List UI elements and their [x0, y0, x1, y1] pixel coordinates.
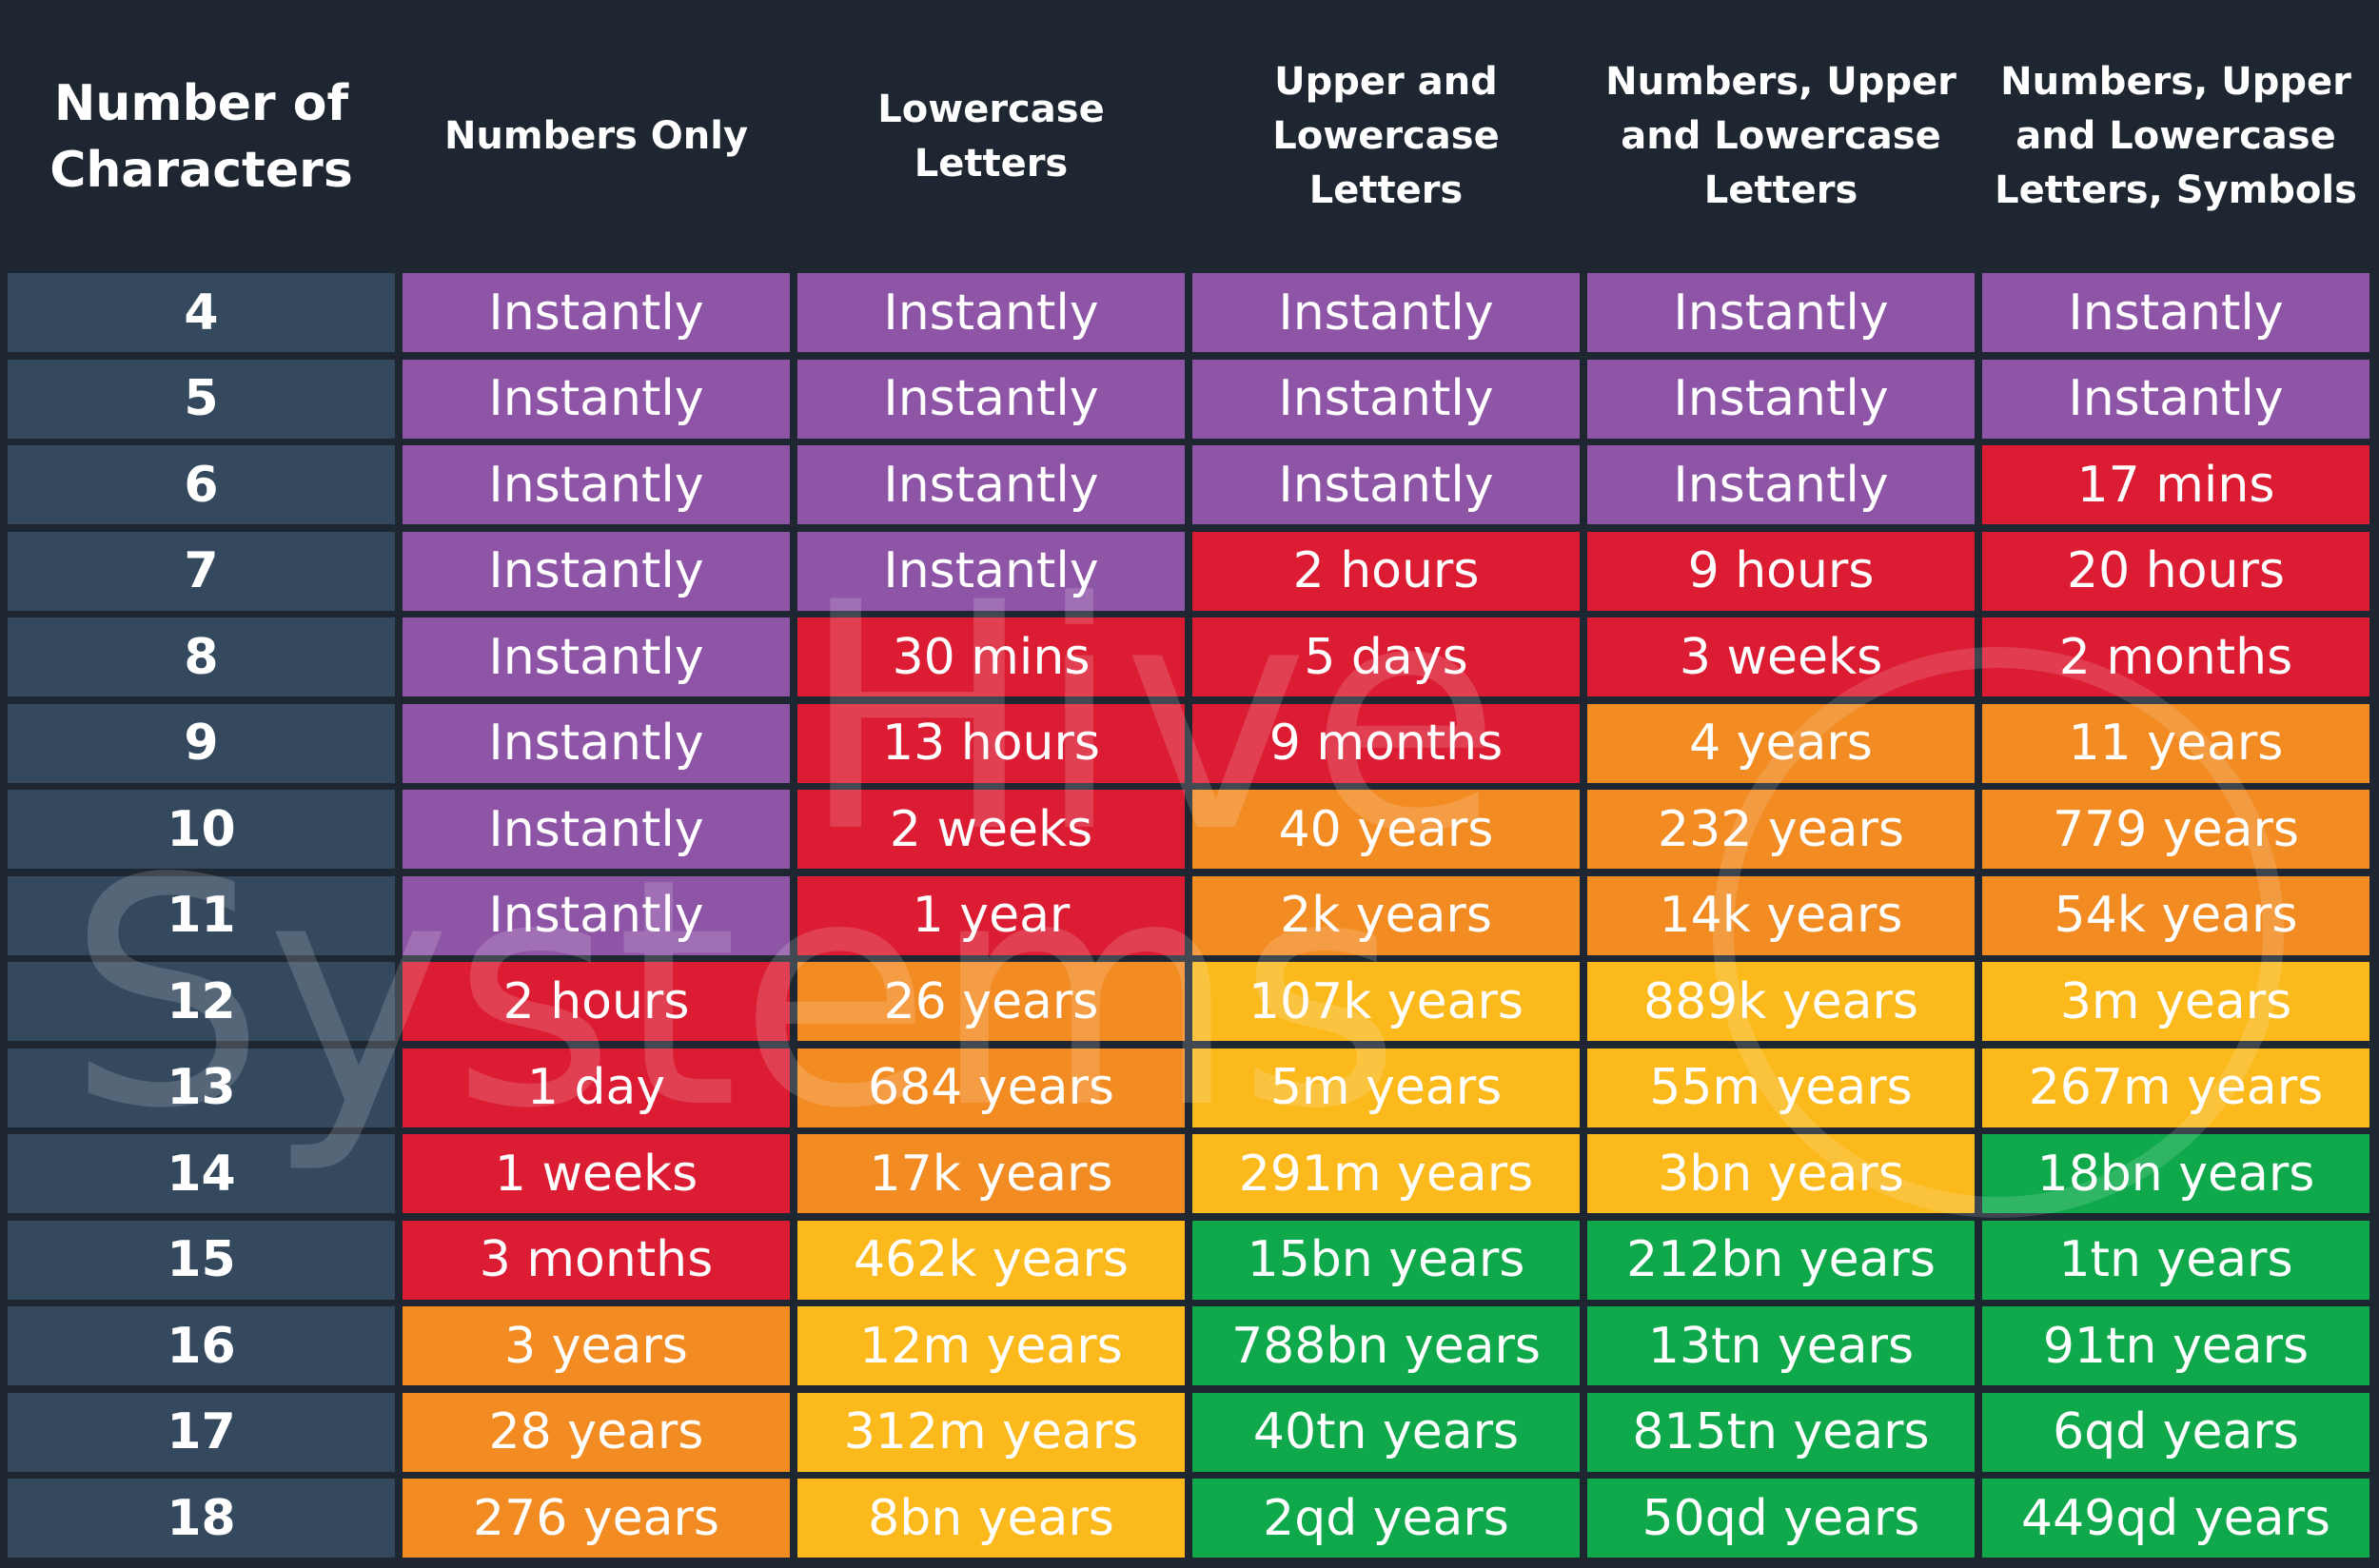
time-cell: 12m years [797, 1306, 1185, 1385]
time-cell: 8bn years [797, 1479, 1185, 1558]
row-label: 6 [8, 445, 395, 524]
time-cell: 20 hours [1982, 531, 2369, 611]
time-cell: 815tn years [1587, 1392, 1975, 1472]
column-header: Numbers, Upper and Lowercase Letters [1605, 60, 1956, 212]
time-cell: 15bn years [1192, 1220, 1580, 1300]
time-cell: 2qd years [1192, 1479, 1580, 1558]
watermark-logo [1713, 647, 2284, 1218]
time-cell: 17 mins [1982, 445, 2369, 524]
time-cell: 462k years [797, 1220, 1185, 1300]
time-cell: Instantly [403, 359, 790, 439]
time-cell: 9 hours [1587, 531, 1975, 611]
time-cell: 91tn years [1982, 1306, 2369, 1385]
time-cell: 1 day [403, 1048, 790, 1127]
time-cell: 17k years [797, 1134, 1185, 1213]
time-cell: 13 hours [797, 703, 1185, 783]
time-cell: 3 months [403, 1220, 790, 1300]
time-cell: 28 years [403, 1392, 790, 1472]
row-label: 4 [8, 273, 395, 352]
row-label: 16 [8, 1306, 395, 1385]
row-label: 5 [8, 359, 395, 439]
time-cell: Instantly [797, 445, 1185, 524]
row-label: 17 [8, 1392, 395, 1472]
time-cell: 1 weeks [403, 1134, 790, 1213]
time-cell: 30 mins [797, 617, 1185, 696]
time-cell: 449qd years [1982, 1479, 2369, 1558]
time-cell: 26 years [797, 962, 1185, 1041]
time-cell: Instantly [403, 617, 790, 696]
time-cell: Instantly [797, 273, 1185, 352]
time-cell: 9 months [1192, 703, 1580, 783]
time-cell: 2 hours [403, 962, 790, 1041]
time-cell: 50qd years [1587, 1479, 1975, 1558]
time-cell: 312m years [797, 1392, 1185, 1472]
time-cell: Instantly [1587, 273, 1975, 352]
time-cell: 684 years [797, 1048, 1185, 1127]
time-cell: Instantly [403, 531, 790, 611]
row-label: 14 [8, 1134, 395, 1213]
time-cell: Instantly [797, 531, 1185, 611]
row-label: 11 [8, 875, 395, 955]
time-cell: 3 years [403, 1306, 790, 1385]
row-label: 13 [8, 1048, 395, 1127]
time-cell: 2k years [1192, 875, 1580, 955]
time-cell: Instantly [1587, 445, 1975, 524]
column-header: Lowercase Letters [877, 87, 1105, 186]
time-cell: 6qd years [1982, 1392, 2369, 1472]
time-cell: Instantly [797, 359, 1185, 439]
time-cell: Instantly [1982, 359, 2369, 439]
time-cell: 788bn years [1192, 1306, 1580, 1385]
time-cell: Instantly [1587, 359, 1975, 439]
time-cell: Instantly [1192, 273, 1580, 352]
time-cell: 291m years [1192, 1134, 1580, 1213]
time-cell: 212bn years [1587, 1220, 1975, 1300]
time-cell: 1tn years [1982, 1220, 2369, 1300]
row-label: 15 [8, 1220, 395, 1300]
time-cell: 5m years [1192, 1048, 1580, 1127]
row-label: 12 [8, 962, 395, 1041]
time-cell: Instantly [403, 445, 790, 524]
time-cell: 40tn years [1192, 1392, 1580, 1472]
time-cell: 5 days [1192, 617, 1580, 696]
column-header: Numbers, Upper and Lowercase Letters, Sy… [1995, 60, 2357, 212]
time-cell: 276 years [403, 1479, 790, 1558]
column-header: Numbers Only [443, 114, 749, 158]
time-cell: 2 hours [1192, 531, 1580, 611]
time-cell: 13tn years [1587, 1306, 1975, 1385]
time-cell: 2 weeks [797, 790, 1185, 869]
time-cell: Instantly [1192, 359, 1580, 439]
row-label: 18 [8, 1479, 395, 1558]
row-label: 8 [8, 617, 395, 696]
row-label: 7 [8, 531, 395, 611]
column-header: Number of Characters [49, 74, 353, 199]
row-label: 10 [8, 790, 395, 869]
time-cell: Instantly [1982, 273, 2369, 352]
time-cell: 40 years [1192, 790, 1580, 869]
time-cell: Instantly [403, 273, 790, 352]
time-cell: 1 year [797, 875, 1185, 955]
time-cell: Instantly [403, 703, 790, 783]
time-cell: Instantly [403, 875, 790, 955]
time-cell: Instantly [403, 790, 790, 869]
time-cell: 107k years [1192, 962, 1580, 1041]
row-label: 9 [8, 703, 395, 783]
time-cell: Instantly [1192, 445, 1580, 524]
column-header: Upper and Lowercase Letters [1272, 60, 1500, 212]
